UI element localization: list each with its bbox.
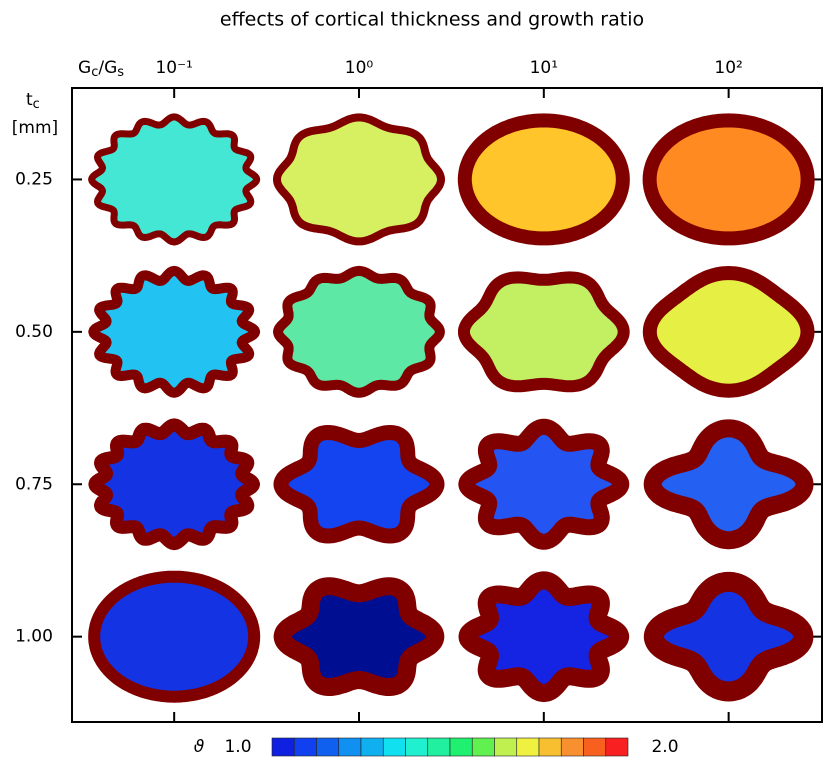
colorbar-segment bbox=[494, 737, 518, 757]
colorbar-segment bbox=[316, 737, 340, 757]
y-tick-label: 0.75 bbox=[15, 474, 53, 494]
colorbar-segment bbox=[583, 737, 607, 757]
cortex-shape bbox=[88, 113, 261, 246]
colorbar-segment bbox=[382, 737, 406, 757]
cortex-shape bbox=[642, 113, 815, 246]
colorbar-segment bbox=[605, 737, 629, 757]
colorbar-min-label: 1.0 bbox=[224, 737, 251, 757]
colorbar-segment bbox=[516, 737, 540, 757]
colorbar-segment bbox=[449, 737, 473, 757]
cortex-shape bbox=[458, 271, 630, 393]
y-tick-label: 1.00 bbox=[15, 627, 53, 647]
x-axis-label: Gc/Gs bbox=[78, 58, 124, 80]
x-tick-label: 10¹ bbox=[530, 58, 558, 78]
y-tick-label: 0.50 bbox=[15, 322, 53, 342]
cortex-shape bbox=[643, 571, 814, 702]
y-tick-label: 0.25 bbox=[15, 169, 53, 189]
y-unit: [mm] bbox=[12, 118, 58, 138]
label-part: G bbox=[78, 58, 91, 78]
cortex-shape bbox=[458, 571, 630, 702]
cortex-shape bbox=[643, 419, 814, 550]
cortex-shape bbox=[273, 113, 445, 246]
label-part: /G bbox=[98, 58, 117, 78]
colorbar-max-label: 2.0 bbox=[651, 737, 678, 757]
colorbar-segment bbox=[560, 737, 584, 757]
x-tick-label: 10⁻¹ bbox=[155, 58, 192, 78]
cortex-shape bbox=[88, 265, 261, 398]
plot-frame bbox=[71, 87, 823, 723]
colorbar-segment bbox=[271, 737, 295, 757]
colorbar-segment bbox=[405, 737, 429, 757]
cortex-shape bbox=[458, 418, 630, 550]
x-tick-label: 10⁰ bbox=[345, 58, 374, 78]
subscript: c bbox=[91, 65, 98, 80]
colorbar-segment bbox=[338, 737, 362, 757]
cortex-shape bbox=[273, 425, 445, 544]
chart-title: effects of cortical thickness and growth… bbox=[220, 9, 644, 31]
colorbar-segment bbox=[427, 737, 451, 757]
subscript: c bbox=[33, 97, 40, 112]
subscript: s bbox=[117, 65, 124, 80]
label-part: t bbox=[26, 90, 33, 110]
colorbar-label: ϑ bbox=[194, 737, 205, 757]
colorbar-segment bbox=[471, 737, 495, 757]
colorbar-segment bbox=[538, 737, 562, 757]
colorbar-segment bbox=[293, 737, 317, 757]
cortex-shape bbox=[88, 570, 261, 703]
cortex-shape bbox=[88, 418, 260, 551]
cortex-shape bbox=[273, 577, 445, 696]
cortex-shape bbox=[273, 265, 445, 398]
y-axis-label: tc bbox=[26, 90, 40, 112]
colorbar-segment bbox=[360, 737, 384, 757]
cortex-shape bbox=[642, 266, 815, 398]
x-tick-label: 10² bbox=[714, 58, 742, 78]
cortex-shape bbox=[457, 113, 630, 246]
